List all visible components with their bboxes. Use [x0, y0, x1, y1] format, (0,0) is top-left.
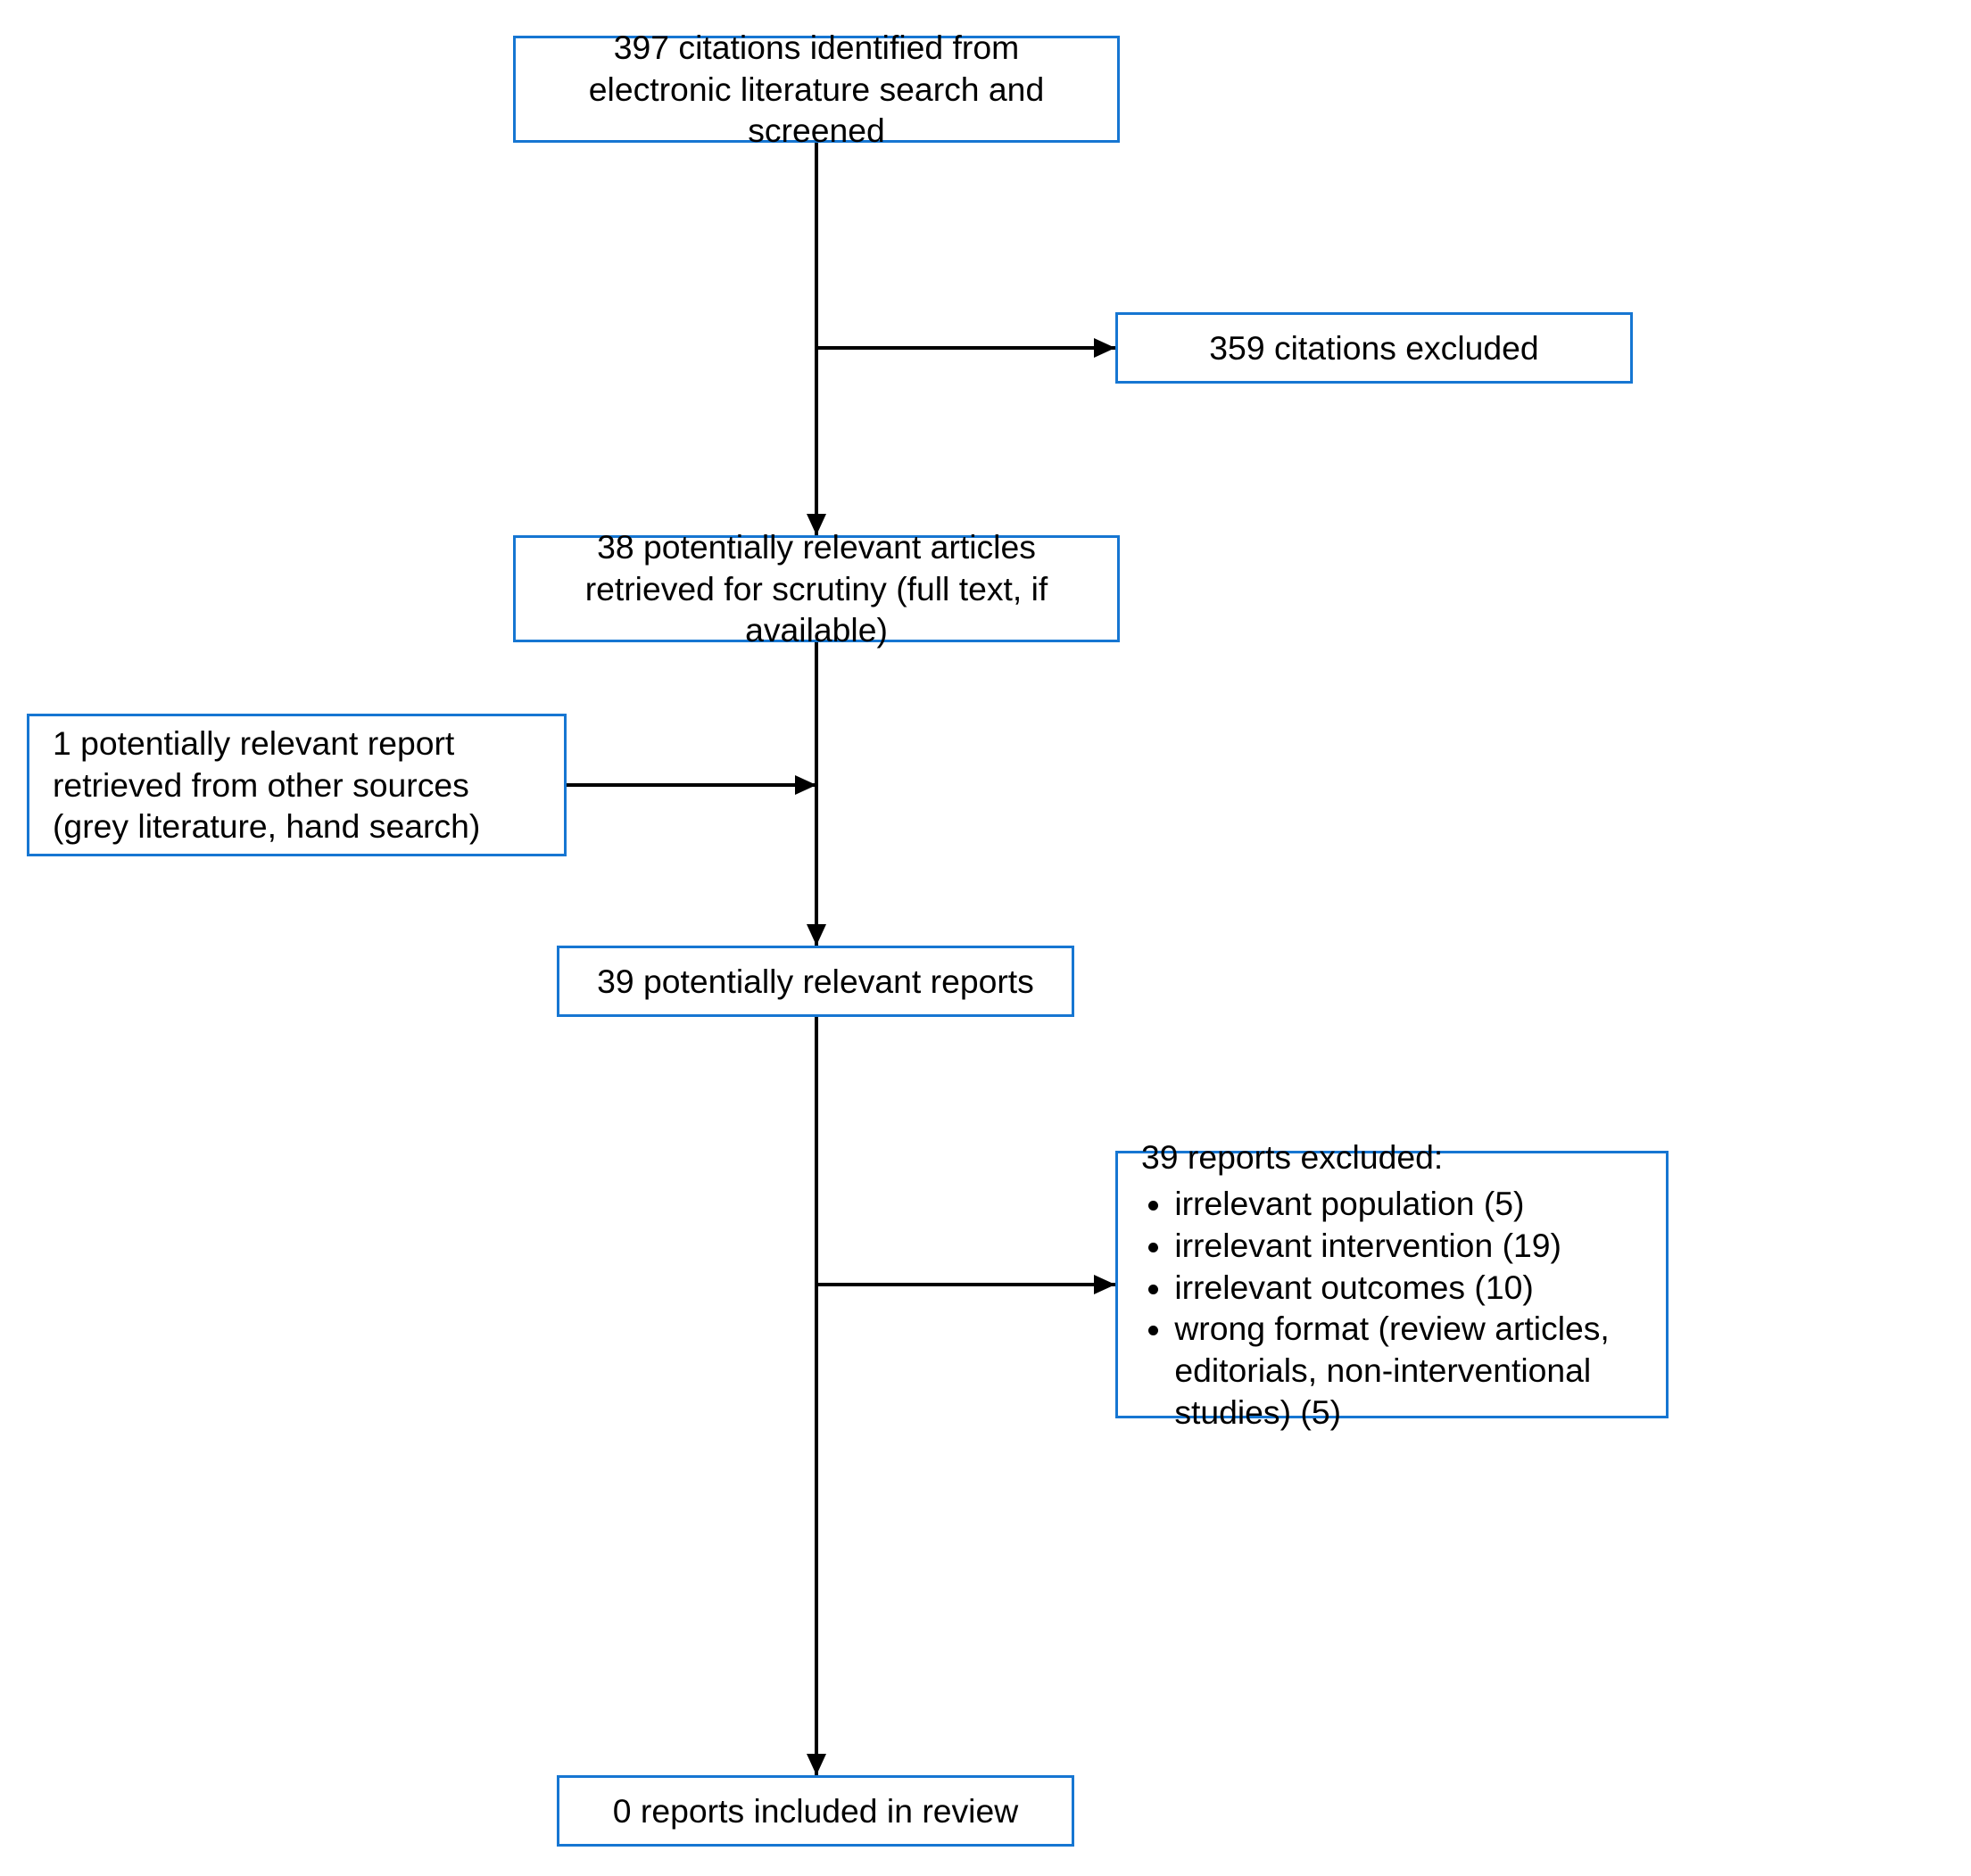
flow-node-bullets: irrelevant population (5)irrelevant inte… [1141, 1183, 1643, 1433]
flow-node-text: 39 potentially relevant reports [583, 961, 1048, 1003]
flow-node-text: 359 citations excluded [1141, 327, 1607, 369]
flow-node-bullet: irrelevant population (5) [1174, 1183, 1643, 1225]
flow-node-n6: 39 reports excluded:irrelevant populatio… [1115, 1151, 1669, 1418]
flow-node-text: 397 citations identified from electronic… [539, 27, 1094, 152]
flowchart-arrows [0, 0, 1971, 1876]
flow-node-n3: 38 potentially relevant articles retriev… [513, 535, 1120, 642]
flow-node-bullet: irrelevant intervention (19) [1174, 1225, 1643, 1267]
flowchart-canvas: 397 citations identified from electronic… [0, 0, 1971, 1876]
flow-node-text: 0 reports included in review [583, 1790, 1048, 1832]
flow-node-n4: 1 potentially relevant report retrieved … [27, 714, 567, 856]
flow-node-bullet: irrelevant outcomes (10) [1174, 1267, 1643, 1309]
flow-node-n2: 359 citations excluded [1115, 312, 1633, 384]
flow-node-text: 38 potentially relevant articles retriev… [539, 526, 1094, 651]
flow-node-n1: 397 citations identified from electronic… [513, 36, 1120, 143]
flow-node-text: 39 reports excluded: [1141, 1136, 1643, 1178]
flow-node-n7: 0 reports included in review [557, 1775, 1074, 1847]
flow-node-n5: 39 potentially relevant reports [557, 946, 1074, 1017]
flow-node-text: 1 potentially relevant report retrieved … [53, 723, 541, 847]
flow-node-bullet: wrong format (review articles, editorial… [1174, 1308, 1643, 1433]
